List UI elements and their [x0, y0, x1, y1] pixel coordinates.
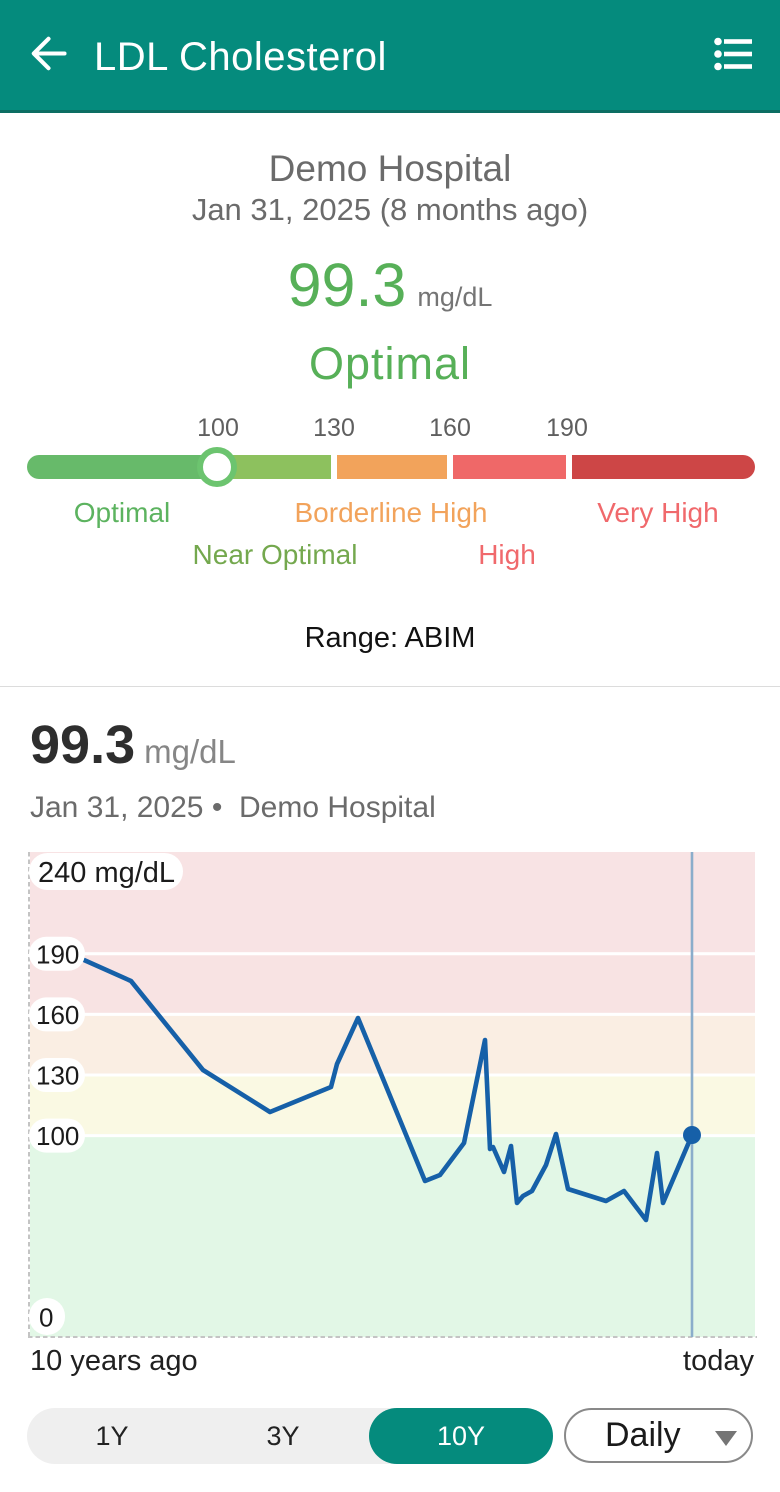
svg-text:160: 160: [36, 1000, 79, 1030]
svg-text:190: 190: [36, 939, 79, 969]
svg-text:100: 100: [36, 1121, 79, 1151]
svg-text:240 mg/dL: 240 mg/dL: [38, 857, 175, 889]
svg-text:0: 0: [39, 1303, 53, 1333]
svg-text:130: 130: [36, 1061, 79, 1091]
